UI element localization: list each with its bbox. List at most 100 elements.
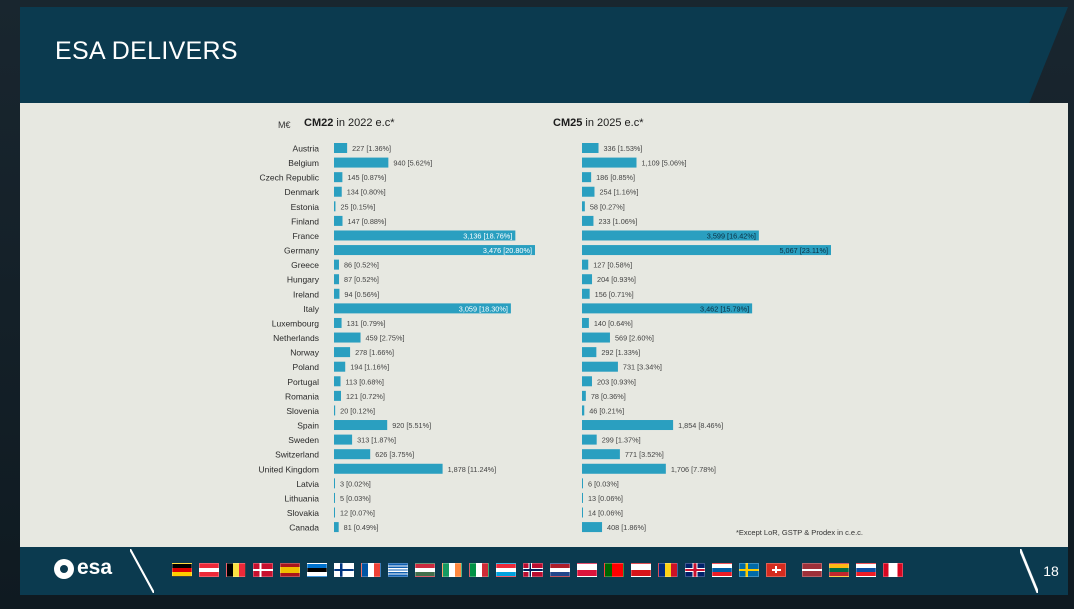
switzerland-flag [766, 563, 786, 577]
cm22-title-bold: CM22 [304, 117, 334, 129]
sweden-flag [739, 563, 759, 577]
cm22-title-rest: in 2022 e.c* [333, 117, 395, 129]
category-label-estonia: Estonia [291, 202, 320, 212]
cm22-bar-united-kingdom [334, 463, 443, 474]
slovakia-flag [856, 563, 876, 577]
cm25-bar-slovakia [582, 507, 583, 518]
category-label-sweden: Sweden [288, 435, 319, 445]
category-label-luxembourg: Luxembourg [272, 318, 320, 328]
united-kingdom-flag [685, 563, 705, 577]
luxembourg-flag [496, 563, 516, 577]
cm25-label-slovakia: 14 [0.06%] [588, 509, 623, 518]
category-label-netherlands: Netherlands [273, 333, 319, 343]
cm25-label-estonia: 58 [0.27%] [590, 202, 625, 211]
cm22-bar-germany [334, 245, 535, 256]
cm22-bar-hungary [334, 274, 340, 285]
germany-flag [172, 563, 192, 577]
cm25-label-romania: 78 [0.36%] [591, 392, 626, 401]
latvia-flag [802, 563, 822, 577]
france-flag [361, 563, 381, 577]
cm25-label-switzerland: 771 [3.52%] [625, 450, 664, 459]
cm25-bar-hungary [582, 274, 593, 285]
cm22-label-finland: 147 [0.88%] [348, 217, 387, 226]
cm25-bar-ireland [582, 288, 590, 299]
category-label-czech-republic: Czech Republic [259, 173, 319, 183]
category-label-france: France [293, 231, 320, 241]
cm25-bar-greece [582, 259, 589, 270]
category-label-norway: Norway [290, 348, 320, 358]
cm22-bar-luxembourg [334, 317, 342, 328]
cm25-label-belgium: 1,109 [5.06%] [641, 159, 686, 168]
cm25-label-ireland: 156 [0.71%] [595, 290, 634, 299]
category-label-slovenia: Slovenia [286, 406, 319, 416]
cm25-bar-denmark [582, 186, 595, 197]
cm22-label-switzerland: 626 [3.75%] [375, 450, 414, 459]
category-label-denmark: Denmark [285, 187, 320, 197]
cm22-bar-canada [334, 522, 339, 533]
cm25-bar-italy [582, 303, 753, 314]
cm22-label-estonia: 25 [0.15%] [340, 202, 375, 211]
belgium-flag [226, 563, 246, 577]
austria-flag [199, 563, 219, 577]
cm22-label-netherlands: 459 [2.75%] [366, 334, 405, 343]
cm22-label-germany: 3,476 [20.80%] [483, 246, 532, 255]
cm25-label-finland: 233 [1.06%] [598, 217, 637, 226]
cm25-bar-united-kingdom [582, 463, 666, 474]
denmark-flag [253, 563, 273, 577]
canada-flag [883, 563, 903, 577]
cm22-bar-france [334, 230, 516, 241]
cm25-bar-germany [582, 245, 831, 256]
cm22-bar-greece [334, 259, 339, 270]
esa-logo-text: esa [77, 556, 113, 579]
cm22-bar-lithuania [334, 492, 335, 503]
cm25-label-france: 3,599 [16.42%] [707, 231, 756, 240]
cm22-label-spain: 920 [5.51%] [392, 421, 431, 430]
category-label-lithuania: Lithuania [284, 493, 319, 503]
category-label-ireland: Ireland [293, 289, 319, 299]
cm22-bar-finland [334, 215, 343, 226]
footer-divider-right [1020, 549, 1038, 593]
cm22-label-austria: 227 [1.36%] [352, 144, 391, 153]
cm22-label-canada: 81 [0.49%] [344, 523, 379, 532]
italy-flag [469, 563, 489, 577]
cm25-label-luxembourg: 140 [0.64%] [594, 319, 633, 328]
cm25-bar-luxembourg [582, 317, 589, 328]
cm25-label-italy: 3,462 [15.79%] [700, 304, 749, 313]
category-label-portugal: Portugal [287, 377, 319, 387]
cm22-label-united-kingdom: 1,878 [11.24%] [448, 465, 497, 474]
spain-flag [280, 563, 300, 577]
cm25-bar-lithuania [582, 492, 583, 503]
cm25-label-poland: 731 [3.34%] [623, 363, 662, 372]
cm22-bar-denmark [334, 186, 342, 197]
cm22-bar-latvia [334, 478, 335, 489]
cm25-bar-romania [582, 390, 586, 401]
cm22-label-sweden: 313 [1.87%] [357, 436, 396, 445]
romania-flag [658, 563, 678, 577]
czech-republic-flag [631, 563, 651, 577]
cm25-label-latvia: 6 [0.03%] [588, 479, 619, 488]
category-label-slovakia: Slovakia [287, 508, 319, 518]
category-label-austria: Austria [293, 144, 320, 154]
cm25-bar-austria [582, 143, 599, 153]
category-label-canada: Canada [289, 523, 319, 533]
cm25-label-denmark: 254 [1.16%] [599, 188, 638, 197]
cm22-label-slovakia: 12 [0.07%] [340, 509, 375, 518]
cm22-label-belgium: 940 [5.62%] [393, 159, 432, 168]
cm25-label-germany: 5,067 [23.11%] [779, 246, 828, 255]
cm25-bar-belgium [582, 157, 637, 168]
category-label-belgium: Belgium [288, 158, 319, 168]
footer-divider [130, 549, 154, 593]
lithuania-flag [829, 563, 849, 577]
cm25-label-spain: 1,854 [8.46%] [678, 421, 723, 430]
cm22-label-poland: 194 [1.16%] [350, 363, 389, 372]
category-label-spain: Spain [297, 421, 319, 431]
cm22-label-luxembourg: 131 [0.79%] [347, 319, 386, 328]
header-banner [20, 7, 1068, 103]
cm25-bar-finland [582, 215, 594, 226]
cm22-label-latvia: 3 [0.02%] [340, 479, 371, 488]
cm22-label-denmark: 134 [0.80%] [347, 188, 386, 197]
cm25-label-lithuania: 13 [0.06%] [588, 494, 623, 503]
category-label-united-kingdom: United Kingdom [259, 464, 319, 474]
cm22-label-norway: 278 [1.66%] [355, 348, 394, 357]
cm25-bar-spain [582, 420, 674, 431]
